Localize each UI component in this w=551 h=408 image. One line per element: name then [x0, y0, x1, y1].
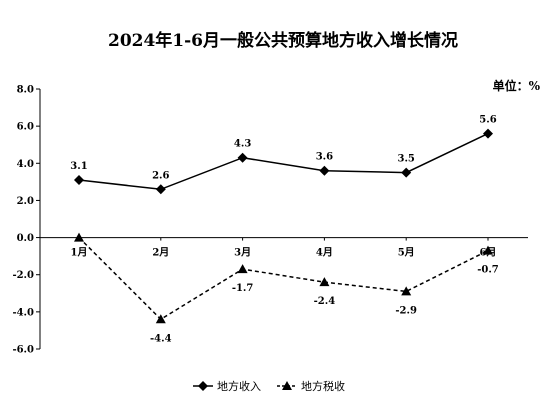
data-label: -2.9: [395, 305, 417, 316]
series-line: [78, 237, 489, 321]
y-tick-label: -4.0: [12, 307, 34, 318]
x-tick-label: 3月: [234, 247, 251, 259]
legend-item: 地方税收: [277, 379, 345, 393]
data-label: 3.1: [70, 161, 87, 172]
series-1: 3.1 2.6 4.3 3.6 3.5 5.6: [70, 115, 497, 195]
series-2: -4.4 -1.7 -2.4 -2.9 -0.7: [74, 232, 499, 344]
data-label: -0.7: [477, 265, 499, 276]
triangle-marker: [483, 245, 493, 255]
data-label: -2.4: [314, 296, 336, 307]
diamond-marker: [401, 167, 412, 178]
diamond-marker: [319, 165, 330, 176]
legend: 地方收入 地方税收: [193, 379, 345, 393]
triangle-marker: [155, 314, 166, 324]
x-tick-label: 2月: [152, 247, 169, 259]
y-tick-label: 8.0: [17, 85, 34, 96]
x-tick-label: 1月: [71, 247, 88, 259]
axes: 8.06.04.02.00.0-2.0-4.0-6.01月2月3月4月5月6月: [12, 85, 528, 356]
diamond-marker: [237, 152, 248, 163]
y-tick-label: 2.0: [17, 196, 34, 207]
series-layer: 3.1 2.6 4.3 3.6 3.5 5.6 -4.4 -1.7 -2.4 -2.9 -0.7: [70, 115, 499, 345]
x-tick-label: 4月: [316, 247, 333, 259]
unit-label: 单位：%: [493, 78, 541, 93]
legend-label: 地方税收: [301, 379, 345, 393]
data-label: 2.6: [152, 170, 169, 181]
legend-label: 地方收入: [217, 379, 261, 393]
legend-diamond-icon: [198, 381, 208, 391]
x-tick-label: 5月: [398, 247, 415, 259]
data-label: 5.6: [479, 115, 496, 126]
triangle-marker: [401, 286, 412, 296]
data-label: -4.4: [150, 333, 172, 344]
data-label: 3.5: [397, 154, 414, 165]
triangle-marker: [319, 277, 330, 287]
y-tick-label: 0.0: [17, 233, 34, 244]
data-label: 4.3: [234, 139, 251, 150]
diamond-marker: [155, 184, 166, 195]
triangle-marker: [74, 232, 84, 242]
diamond-marker: [483, 128, 493, 139]
diamond-marker: [74, 175, 84, 185]
legend-triangle-icon: [282, 381, 292, 390]
legend-item: 地方收入: [193, 379, 261, 393]
y-tick-label: -6.0: [12, 345, 34, 356]
chart-title: 2024年1-6月一般公共预算地方收入增长情况: [108, 30, 458, 51]
series-line: [78, 132, 489, 191]
y-tick-label: 4.0: [17, 159, 34, 170]
triangle-marker: [237, 264, 248, 274]
y-tick-label: 6.0: [17, 122, 34, 133]
y-tick-label: -2.0: [12, 270, 34, 281]
data-label: 3.6: [316, 152, 333, 163]
data-label: -1.7: [232, 283, 254, 294]
